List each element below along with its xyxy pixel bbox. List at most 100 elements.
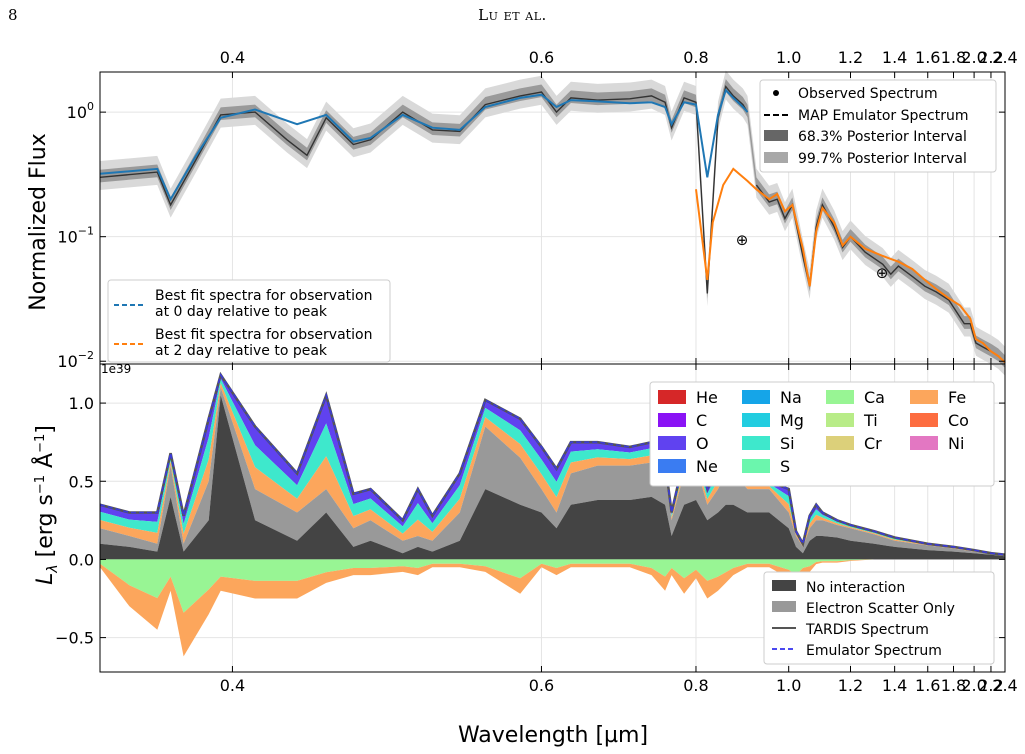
telluric-marker-2: ⊕ bbox=[876, 264, 889, 282]
top-legend: Observed Spectrum MAP Emulator Spectrum … bbox=[759, 79, 997, 173]
bottom-legend: No interaction Electron Scatter Only TAR… bbox=[763, 571, 995, 665]
legend-label-ni: Ni bbox=[948, 434, 964, 453]
bot-xtick-label: 0.6 bbox=[529, 676, 554, 695]
bestfit-line-2day bbox=[695, 167, 1006, 364]
legend-99: 99.7% Posterior Interval bbox=[798, 151, 967, 167]
legend-label-o: O bbox=[696, 434, 709, 453]
legend-label-cr: Cr bbox=[864, 434, 882, 453]
top-xtick-label: 0.4 bbox=[220, 48, 245, 67]
legend-swatch-si bbox=[742, 436, 770, 450]
legend-marker-escatter bbox=[772, 601, 796, 612]
bot-ytick-label: −0.5 bbox=[55, 629, 94, 648]
top-xtick-label: 1.0 bbox=[776, 48, 801, 67]
top-ytick-label: 10−2 bbox=[57, 349, 94, 371]
top-xtick-label: 0.6 bbox=[529, 48, 554, 67]
bot-ytick-label: 0.5 bbox=[69, 472, 94, 491]
bot-xtick-label: 2.0 bbox=[961, 676, 986, 695]
top-ylabel: Normalized Flux bbox=[26, 133, 51, 310]
top-ytick-label: 10−1 bbox=[57, 225, 94, 247]
legend-swatch-he bbox=[658, 390, 686, 404]
legend-label-c: C bbox=[696, 411, 707, 430]
top-panel-series bbox=[99, 70, 1006, 376]
top-xtick-label: 2.4 bbox=[992, 48, 1017, 67]
top-xtick-label: 2.0 bbox=[961, 48, 986, 67]
yscale-factor: 1e39 bbox=[101, 362, 131, 376]
bestfit-legend-frame bbox=[107, 279, 391, 363]
top-xtick-label: 1.4 bbox=[882, 48, 907, 67]
top-xtick-label: 1.8 bbox=[941, 48, 966, 67]
legend-label-ca: Ca bbox=[864, 388, 885, 407]
legend-swatch-fe bbox=[910, 390, 938, 404]
bot-xtick-label: 1.4 bbox=[882, 676, 907, 695]
bot-ytick-label: 0.0 bbox=[69, 550, 94, 569]
legend-marker-nointer bbox=[772, 580, 796, 591]
top-xtick-label: 2.2 bbox=[978, 48, 1003, 67]
legend-swatch-o bbox=[658, 436, 686, 450]
legend-swatch-na bbox=[742, 390, 770, 404]
legend-label-co: Co bbox=[948, 411, 969, 430]
bottom-panel-axes: 0.4 0.6 0.8 1.0 1.2 1.4 1.6 1.82.02.22.4 1.0 0.5 0… bbox=[55, 363, 1018, 695]
legend-swatch-cr bbox=[826, 436, 854, 450]
legend-swatch-ca bbox=[826, 390, 854, 404]
bottom-frame bbox=[99, 363, 1006, 673]
legend-label-mg: Mg bbox=[780, 411, 804, 430]
legend-swatch-c bbox=[658, 413, 686, 427]
bestfit-line-0day bbox=[99, 88, 749, 202]
legend-swatch-ni bbox=[910, 436, 938, 450]
legend-label-fe: Fe bbox=[948, 388, 966, 407]
telluric-marker-1: ⊕ bbox=[736, 231, 749, 249]
legend-tardis: TARDIS Spectrum bbox=[805, 622, 929, 638]
element-legend-frame bbox=[649, 381, 995, 487]
legend-swatch-s bbox=[742, 459, 770, 473]
legend-label-ti: Ti bbox=[863, 411, 878, 430]
bottom-xlabel: Wavelength [µm] bbox=[458, 723, 648, 748]
legend-swatch-ne bbox=[658, 459, 686, 473]
running-head: Lu et al. bbox=[478, 6, 547, 24]
area-absorb-ca bbox=[100, 559, 1005, 613]
legend-bestfit-0-line2: at 0 day relative to peak bbox=[155, 304, 328, 320]
area-no-interaction bbox=[100, 395, 1005, 560]
page-number: 8 bbox=[8, 6, 18, 24]
legend-map: MAP Emulator Spectrum bbox=[798, 108, 968, 124]
element-legend: He CO Ne Na Mg Si S Ca Ti Cr Fe Co Ni bbox=[649, 381, 995, 487]
legend-label-s: S bbox=[780, 457, 790, 476]
legend-swatch-mg bbox=[742, 413, 770, 427]
legend-label-na: Na bbox=[780, 388, 802, 407]
legend-bestfit-0-line1: Best fit spectra for observation bbox=[155, 288, 372, 304]
legend-label-he: He bbox=[696, 388, 718, 407]
legend-nointer: No interaction bbox=[806, 580, 905, 596]
top-ytick-label: 100 bbox=[67, 100, 94, 122]
top-legend-frame bbox=[759, 79, 997, 173]
area-electron-scatter bbox=[100, 387, 1005, 557]
legend-swatch-ti bbox=[826, 413, 854, 427]
bot-xtick-label: 0.4 bbox=[220, 676, 245, 695]
legend-marker-observed bbox=[773, 90, 779, 96]
legend-escatter: Electron Scatter Only bbox=[806, 601, 955, 617]
bottom-ylabel: Lλ [erg s−1 Å−1] bbox=[31, 425, 61, 585]
bot-xtick-label: 0.8 bbox=[683, 676, 708, 695]
bot-xtick-label: 1.2 bbox=[838, 676, 863, 695]
legend-observed: Observed Spectrum bbox=[798, 86, 938, 102]
legend-marker-99 bbox=[764, 152, 788, 163]
bot-xtick-label: 2.4 bbox=[992, 676, 1017, 695]
bot-ytick-label: 1.0 bbox=[69, 394, 94, 413]
legend-emulator: Emulator Spectrum bbox=[806, 643, 942, 659]
top-xtick-label: 1.6 bbox=[915, 48, 940, 67]
bot-xtick-label: 1.0 bbox=[776, 676, 801, 695]
bot-xtick-label: 1.6 bbox=[915, 676, 940, 695]
bottom-legend-frame bbox=[763, 571, 995, 665]
top-legend-bestfit: Best fit spectra for observation at 0 da… bbox=[107, 279, 391, 363]
bot-xtick-label: 2.2 bbox=[978, 676, 1003, 695]
legend-68: 68.3% Posterior Interval bbox=[798, 129, 967, 145]
legend-swatch-co bbox=[910, 413, 938, 427]
top-xtick-label: 0.8 bbox=[683, 48, 708, 67]
top-xtick-label: 1.2 bbox=[838, 48, 863, 67]
legend-bestfit-2-line2: at 2 day relative to peak bbox=[155, 343, 328, 359]
legend-bestfit-2-line1: Best fit spectra for observation bbox=[155, 327, 372, 343]
legend-label-ne: Ne bbox=[696, 457, 718, 476]
legend-label-si: Si bbox=[780, 434, 795, 453]
bot-xtick-label: 1.8 bbox=[941, 676, 966, 695]
legend-marker-68 bbox=[764, 130, 788, 141]
svg-text:Lλ [erg s−1 Å−1]: Lλ [erg s−1 Å−1] bbox=[31, 425, 61, 585]
